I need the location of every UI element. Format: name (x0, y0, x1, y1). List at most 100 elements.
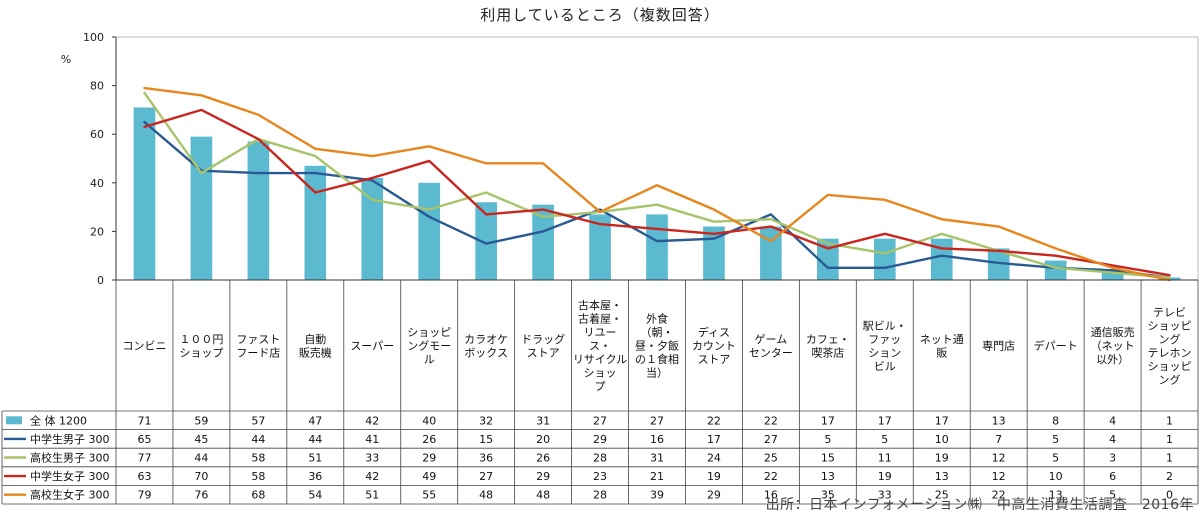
bar (873, 238, 896, 280)
bar (418, 182, 441, 280)
bar (475, 202, 497, 280)
data-label: 44 (251, 433, 265, 446)
data-label: 13 (821, 470, 835, 483)
bar (532, 204, 554, 280)
data-label: 4 (1109, 414, 1116, 427)
data-label: 5 (1052, 452, 1059, 465)
chart-title: 利用しているところ（複数回答） (480, 6, 720, 24)
series-line (143, 120, 1171, 279)
category-label: １００円ショップ (179, 333, 223, 360)
data-label: 28 (593, 452, 607, 465)
data-label: 36 (308, 470, 322, 483)
data-label: 17 (935, 414, 949, 427)
data-label: 44 (194, 452, 208, 465)
data-label: 24 (707, 452, 721, 465)
legend-label: 高校生女子 300 (30, 488, 110, 502)
data-label: 65 (137, 433, 151, 446)
category-label: カフェ・喫茶店 (806, 333, 850, 360)
data-label: 19 (935, 452, 949, 465)
data-label: 5 (1109, 489, 1116, 502)
category-label: 駅ビル・ファッションビル (863, 319, 907, 373)
data-label: 12 (992, 452, 1006, 465)
data-label: 51 (308, 452, 322, 465)
category-label: ネット通販 (920, 333, 964, 360)
bar (1044, 260, 1067, 280)
data-label: 31 (536, 414, 550, 427)
data-label: 40 (422, 414, 436, 427)
data-label: 12 (992, 470, 1006, 483)
bar (133, 107, 156, 280)
data-label: 47 (308, 414, 322, 427)
data-label: 13 (935, 470, 949, 483)
data-label: 42 (365, 414, 379, 427)
data-label: 17 (707, 433, 721, 446)
data-label: 58 (251, 470, 265, 483)
data-label: 27 (764, 433, 778, 446)
category-label: デパート (1034, 339, 1078, 353)
data-label: 32 (479, 414, 493, 427)
data-label: 41 (365, 433, 379, 446)
data-label: 8 (1052, 414, 1059, 427)
data-label: 25 (935, 489, 949, 502)
data-label: 19 (878, 470, 892, 483)
data-label: 0 (1166, 489, 1173, 502)
data-label: 33 (365, 452, 379, 465)
bar (190, 136, 213, 280)
data-label: 54 (308, 489, 322, 502)
data-label: 10 (1049, 470, 1063, 483)
data-label: 58 (251, 452, 265, 465)
category-label: 自動販売機 (299, 332, 332, 360)
category-label: 外食（朝・昼・夕飯の１食相当） (635, 312, 679, 380)
bar (304, 165, 327, 280)
y-axis-label: % (61, 53, 71, 66)
data-label: 79 (137, 489, 151, 502)
data-label: 48 (536, 489, 550, 502)
data-label: 51 (365, 489, 379, 502)
data-label: 23 (593, 470, 607, 483)
data-label: 15 (821, 452, 835, 465)
legend-label: 全 体 1200 (30, 413, 87, 427)
data-label: 15 (479, 433, 493, 446)
data-label: 76 (194, 489, 208, 502)
data-label: 22 (764, 470, 778, 483)
data-label: 16 (764, 489, 778, 502)
legend-label: 高校生男子 300 (30, 451, 110, 465)
data-label: 5 (824, 433, 831, 446)
data-label: 57 (251, 414, 265, 427)
series-line (143, 86, 1171, 282)
data-label: 42 (365, 470, 379, 483)
data-label: 13 (992, 414, 1006, 427)
data-label: 1 (1166, 414, 1173, 427)
data-label: 6 (1109, 470, 1116, 483)
data-label: 21 (650, 470, 664, 483)
data-label: 22 (992, 489, 1006, 502)
data-label: 31 (650, 452, 664, 465)
bar (247, 141, 270, 280)
bar (817, 238, 839, 280)
data-label: 7 (995, 433, 1002, 446)
data-label: 10 (935, 433, 949, 446)
data-label: 35 (821, 489, 835, 502)
series-line (143, 108, 1171, 277)
data-label: 16 (650, 433, 664, 446)
category-label: コンビニ (122, 340, 166, 353)
data-label: 27 (650, 414, 664, 427)
bar (361, 177, 384, 280)
legend-label: 中学生女子 300 (30, 469, 110, 483)
legend-label: 中学生男子 300 (30, 432, 110, 446)
data-label: 68 (251, 489, 265, 502)
category-label: 専門店 (982, 339, 1015, 353)
data-label: 63 (137, 470, 151, 483)
legend-swatch (6, 416, 22, 425)
category-label: ショッピングモール (407, 326, 451, 366)
category-label: カラオケボックス (464, 333, 508, 360)
data-label: 45 (194, 433, 208, 446)
data-label: 22 (707, 414, 721, 427)
data-label: 27 (593, 414, 607, 427)
category-label: 通信販売（ネット以外） (1091, 326, 1135, 366)
data-label: 4 (1109, 433, 1116, 446)
source-note: 出所：日本インフォメーション㈱ 中高生消費生活調査 2016年 (765, 497, 1194, 513)
data-label: 59 (194, 414, 208, 427)
bar (930, 238, 953, 280)
